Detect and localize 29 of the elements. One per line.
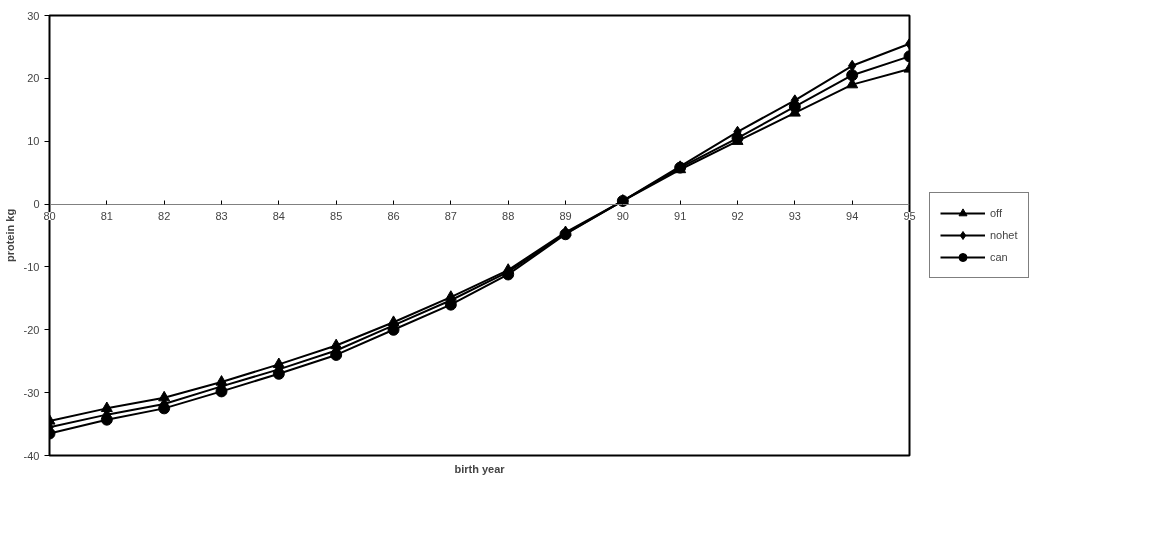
- x-tick-label: 95: [903, 210, 916, 223]
- y-tick-label: 0: [33, 198, 40, 211]
- y-tick-label: -10: [23, 260, 40, 273]
- y-tick-label: 30: [27, 9, 40, 22]
- x-tick-label: 82: [158, 210, 171, 223]
- x-tick-label: 89: [559, 210, 572, 223]
- legend-label: can: [990, 251, 1009, 263]
- x-tick-label: 80: [43, 210, 56, 223]
- legend-label: nohet: [990, 229, 1018, 241]
- x-tick-label: 91: [674, 210, 687, 223]
- y-tick-label: 10: [27, 135, 40, 148]
- x-tick-label: 92: [731, 210, 744, 223]
- legend-label: off: [990, 207, 1004, 219]
- x-tick-label: 87: [444, 210, 457, 223]
- y-tick-label: -20: [23, 323, 40, 336]
- x-tick-label: 90: [616, 210, 629, 223]
- x-axis-title: birth year: [454, 462, 506, 475]
- y-tick-label: -40: [23, 449, 40, 462]
- y-tick-label: 20: [27, 72, 40, 85]
- x-tick-label: 81: [100, 210, 113, 223]
- x-tick-label: 93: [788, 210, 801, 223]
- x-tick-label: 88: [502, 210, 515, 223]
- y-axis-title: protein kg: [3, 208, 16, 263]
- x-tick-label: 83: [215, 210, 228, 223]
- x-tick-label: 94: [846, 210, 859, 223]
- x-tick-label: 86: [387, 210, 400, 223]
- x-tick-label: 84: [272, 210, 285, 223]
- y-tick-label: -30: [23, 386, 40, 399]
- x-tick-label: 85: [330, 210, 343, 223]
